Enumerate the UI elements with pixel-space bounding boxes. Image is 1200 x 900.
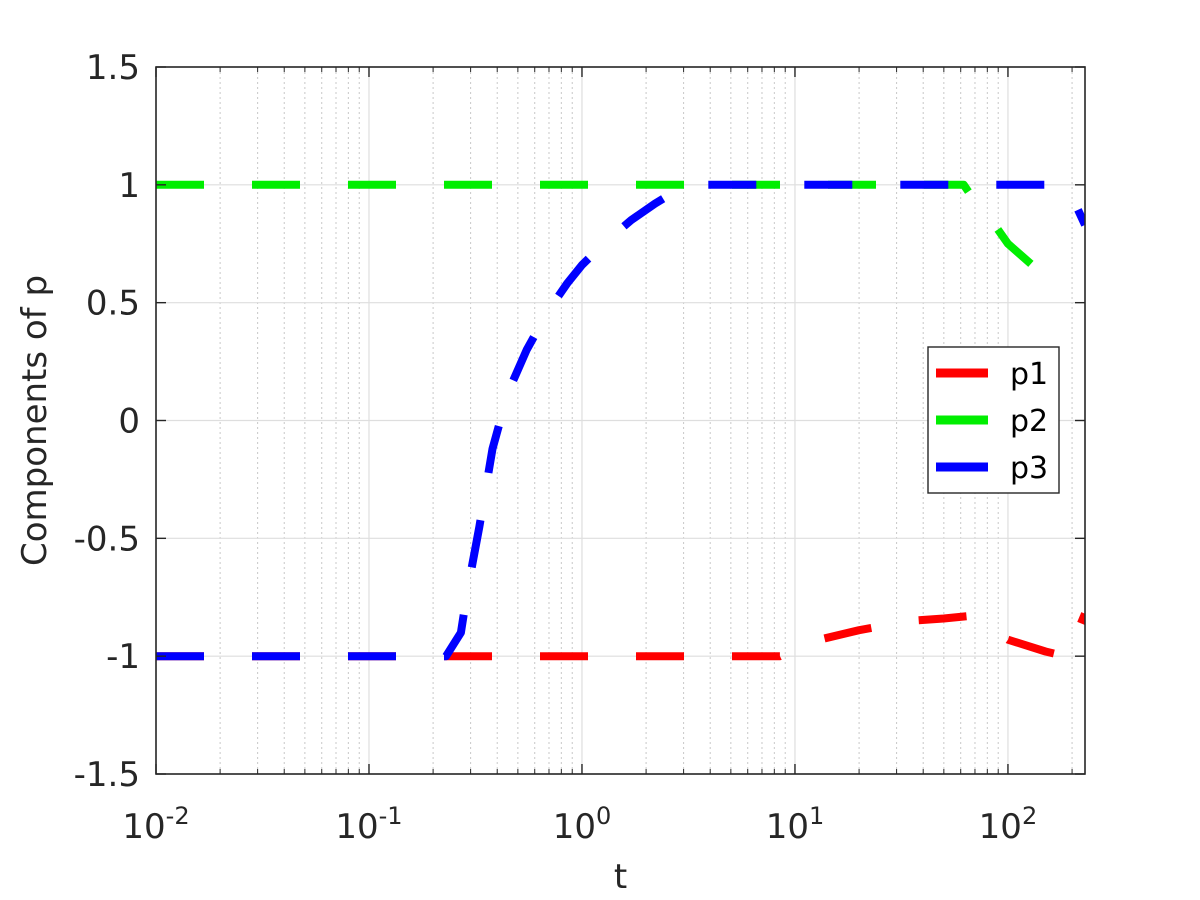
y-tick-label: -1.5 xyxy=(74,755,140,795)
legend: p1 p2 p3 xyxy=(927,346,1060,494)
axis-ticks xyxy=(155,66,1085,775)
y-tick-label: -0.5 xyxy=(74,519,140,559)
plot-series xyxy=(156,180,1085,661)
series-line-p3 xyxy=(156,180,1085,661)
y-tick-label: 0.5 xyxy=(86,284,140,324)
x-tick-label: 101 xyxy=(766,802,825,847)
x-tick-label: 10-2 xyxy=(122,802,189,847)
y-tick-label: 1.5 xyxy=(86,48,140,88)
legend-label-p3: p3 xyxy=(1010,451,1048,486)
y-tick-label: 0 xyxy=(118,402,140,442)
legend-label-p1: p1 xyxy=(1010,357,1048,392)
y-axis-title: Components of p xyxy=(15,275,55,566)
x-tick-label: 102 xyxy=(979,802,1038,847)
x-axis-title: t xyxy=(614,857,627,897)
series-line-p1 xyxy=(156,612,1085,661)
tick-labels: 10-2 10-1 100 101 102 1.5 1 0.5 0 -0.5 -1 -1.5 xyxy=(74,48,1038,847)
series-line-p2 xyxy=(156,180,1057,287)
x-tick-label: 100 xyxy=(553,802,612,847)
y-tick-label: 1 xyxy=(118,166,140,206)
legend-label-p2: p2 xyxy=(1010,404,1048,439)
y-tick-label: -1 xyxy=(106,637,140,677)
x-tick-label: 10-1 xyxy=(335,802,402,847)
